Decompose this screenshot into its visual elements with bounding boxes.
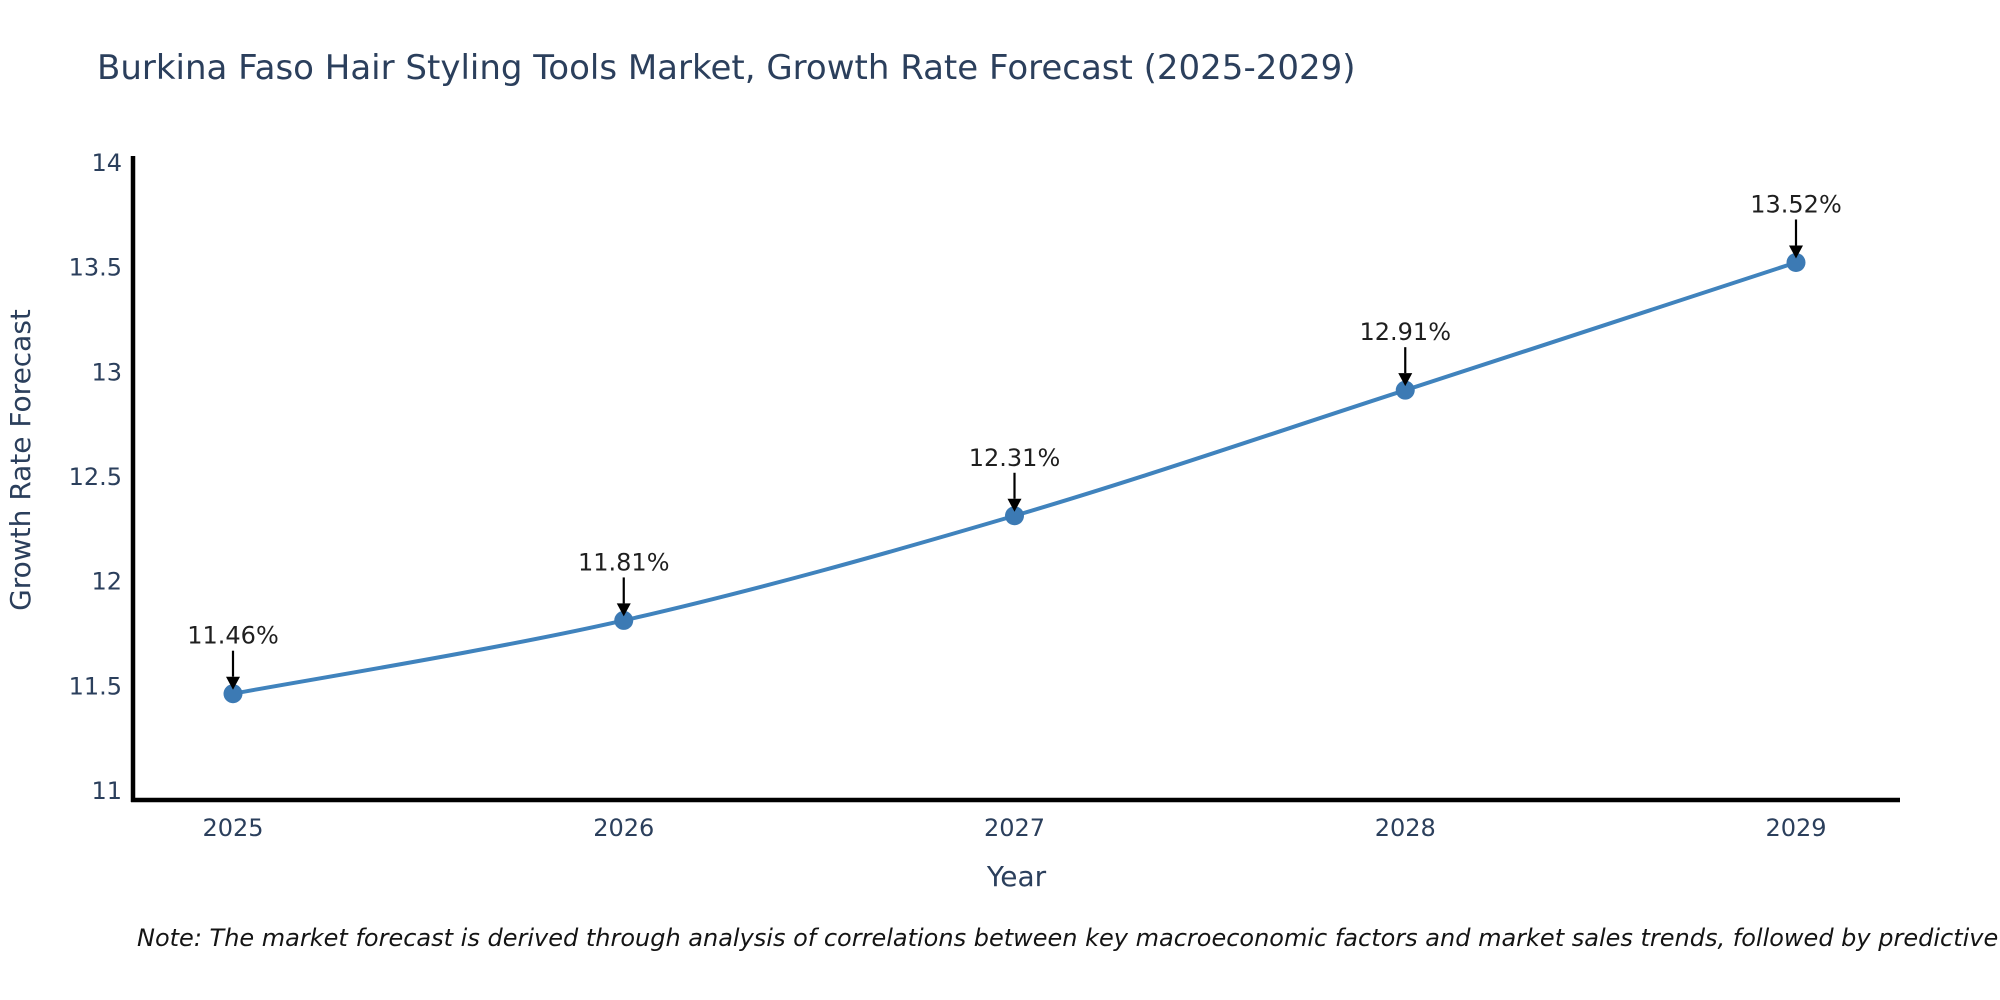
footnote: Note: The market forecast is derived thr…: [137, 924, 2000, 952]
annotation-arrow-head: [226, 676, 240, 690]
chart-title: Burkina Faso Hair Styling Tools Market, …: [97, 48, 1356, 88]
x-tick-label: 2028: [1375, 814, 1436, 842]
y-tick-label: 13.5: [69, 254, 122, 282]
annotation-arrow-head: [1007, 498, 1022, 512]
x-tick-label: 2025: [202, 814, 263, 842]
annotation-arrow-head: [1398, 373, 1413, 387]
x-axis-title: Year: [986, 860, 1047, 893]
y-tick-label: 12: [91, 568, 122, 596]
data-point-label: 12.31%: [969, 444, 1061, 472]
data-point-marker[interactable]: [1786, 252, 1806, 272]
x-tick-label: 2026: [593, 814, 654, 842]
data-point-label: 11.81%: [578, 548, 670, 576]
y-tick-label: 14: [91, 149, 122, 177]
data-point-label: 13.52%: [1750, 190, 1842, 218]
x-tick-label: 2029: [1765, 814, 1826, 842]
data-point-marker[interactable]: [223, 684, 243, 704]
data-point-label: 11.46%: [187, 622, 279, 650]
annotation-arrow-head: [1789, 245, 1803, 259]
data-point-marker[interactable]: [1005, 506, 1024, 526]
y-tick-label: 11.5: [69, 672, 122, 700]
y-tick-label: 11: [91, 777, 122, 805]
data-point-marker[interactable]: [1395, 380, 1415, 400]
annotation-arrow-head: [616, 603, 631, 617]
y-tick-label: 12.5: [69, 463, 122, 491]
data-point-label: 12.91%: [1359, 318, 1451, 346]
y-tick-label: 13: [91, 358, 122, 386]
data-point-marker[interactable]: [614, 610, 634, 630]
y-axis-title: Growth Rate Forecast: [4, 309, 37, 611]
x-tick-label: 2027: [984, 814, 1045, 842]
